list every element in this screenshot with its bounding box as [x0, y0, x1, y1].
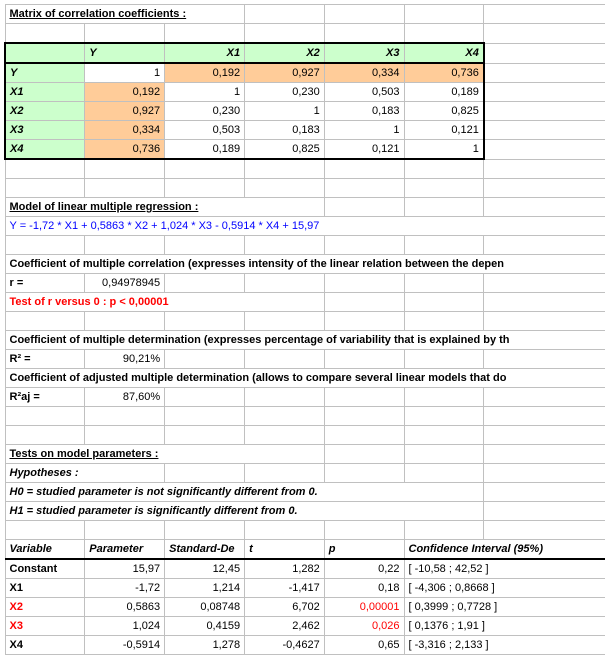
r2aj-value: 87,60%	[85, 388, 165, 407]
table-row	[5, 24, 605, 44]
corr-h-x1: X1	[165, 43, 245, 63]
table-row: X4-0,59141,278-0,46270,65[ -3,316 ; 2,13…	[5, 636, 605, 655]
r2-title: Coefficient of multiple determination (e…	[5, 331, 605, 350]
r-title: Coefficient of multiple correlation (exp…	[5, 255, 605, 274]
params-header-row: Variable Parameter Standard-De t p Confi…	[5, 540, 605, 560]
r-test: Test of r versus 0 : p < 0,00001	[5, 293, 324, 312]
r2aj-title: Coefficient of adjusted multiple determi…	[5, 369, 605, 388]
r2aj-label: R²aj =	[5, 388, 85, 407]
r-label: r =	[5, 274, 85, 293]
corr-h-x2: X2	[245, 43, 325, 63]
corr-h-x3: X3	[324, 43, 404, 63]
table-row: Constant15,9712,451,2820,22[ -10,58 ; 42…	[5, 559, 605, 579]
r2-value: 90,21%	[85, 350, 165, 369]
table-row: X31,0240,41592,4620,026[ 0,1376 ; 1,91 ]	[5, 617, 605, 636]
corr-header-row: Y X1 X2 X3 X4	[5, 43, 605, 63]
corr-title: Matrix of correlation coefficients :	[5, 5, 245, 24]
model-eq: Y = -1,72 * X1 + 0,5863 * X2 + 1,024 * X…	[5, 217, 605, 236]
hypotheses-label: Hypotheses :	[5, 464, 165, 483]
table-row: X3 0,334 0,503 0,183 1 0,121	[5, 121, 605, 140]
r2-label: R² =	[5, 350, 85, 369]
table-row: X4 0,736 0,189 0,825 0,121 1	[5, 140, 605, 160]
model-title: Model of linear multiple regression :	[5, 198, 324, 217]
h0: H0 = studied parameter is not significan…	[5, 483, 484, 502]
tests-title: Tests on model parameters :	[5, 445, 324, 464]
corr-h-y: Y	[85, 43, 165, 63]
table-row: X1 0,192 1 0,230 0,503 0,189	[5, 83, 605, 102]
corr-h-x4: X4	[404, 43, 484, 63]
spreadsheet-table: Matrix of correlation coefficients : Y X…	[4, 4, 605, 655]
r-value: 0,94978945	[85, 274, 165, 293]
table-row: Y 1 0,192 0,927 0,334 0,736	[5, 63, 605, 83]
table-row: X1-1,721,214-1,4170,18[ -4,306 ; 0,8668 …	[5, 579, 605, 598]
h1: H1 = studied parameter is significantly …	[5, 502, 484, 521]
table-row: X2 0,927 0,230 1 0,183 0,825	[5, 102, 605, 121]
table-row: Matrix of correlation coefficients :	[5, 5, 605, 24]
table-row: X20,58630,087486,7020,00001[ 0,3999 ; 0,…	[5, 598, 605, 617]
